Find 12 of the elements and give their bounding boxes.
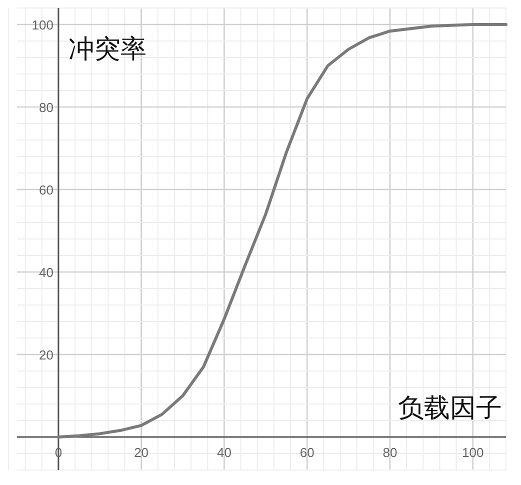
y-tick-label: 60 [38,182,54,198]
x-axis-title: 负载因子 [398,392,502,422]
y-axis-title: 冲突率 [68,34,146,64]
y-tick-label: 100 [32,18,54,32]
y-tick-label: 20 [38,348,54,362]
y-tick-label: 40 [38,265,54,280]
x-tick-label: 60 [300,445,314,460]
x-tick-label: 80 [382,445,398,460]
y-tick-label: 80 [38,100,54,115]
x-tick-label: 40 [216,445,232,460]
x-tick-label: 20 [134,445,149,460]
x-tick-label: 100 [462,445,484,460]
